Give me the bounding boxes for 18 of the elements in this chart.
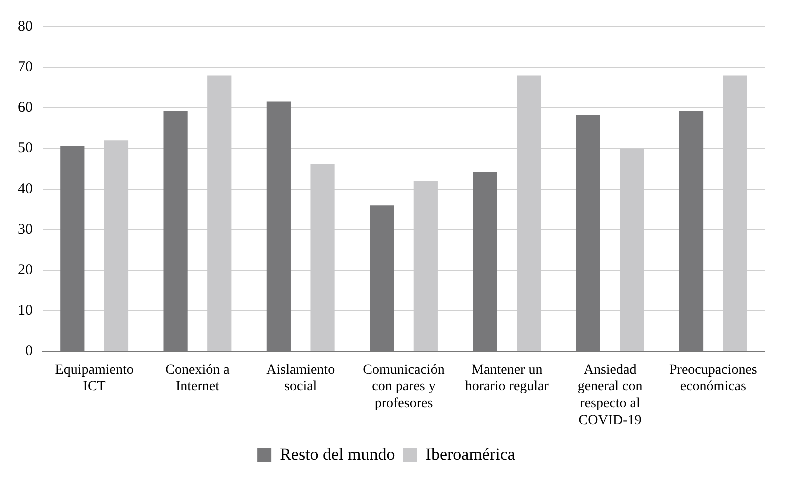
y-tick-label: 10 (18, 303, 33, 320)
legend-label: Resto del mundo (280, 444, 396, 464)
y-tick-label: 0 (26, 344, 33, 360)
y-tick-label: 30 (18, 222, 33, 238)
y-tick-label: 50 (18, 140, 33, 157)
y-tick-label: 70 (18, 60, 33, 76)
y-tick-label: 60 (18, 100, 33, 116)
y-tick-label: 20 (18, 262, 33, 279)
x-tick-label: Comunicación con pares y profesores (363, 362, 445, 412)
x-tick-label: Conexión a Internet (166, 362, 231, 395)
x-tick-label: Ansiedad general con respecto al COVID-19 (578, 362, 643, 428)
y-tick-label: 40 (18, 181, 33, 198)
x-tick-label: Equipamiento ICT (55, 362, 134, 395)
x-tick-label: Mantener un horario regular (465, 362, 550, 395)
x-tick-label: Preocupaciones económicas (670, 362, 758, 395)
legend-label: Iberoamérica (426, 444, 516, 464)
y-tick-label: 80 (18, 18, 33, 35)
x-tick-label: Aislamiento social (266, 362, 336, 395)
